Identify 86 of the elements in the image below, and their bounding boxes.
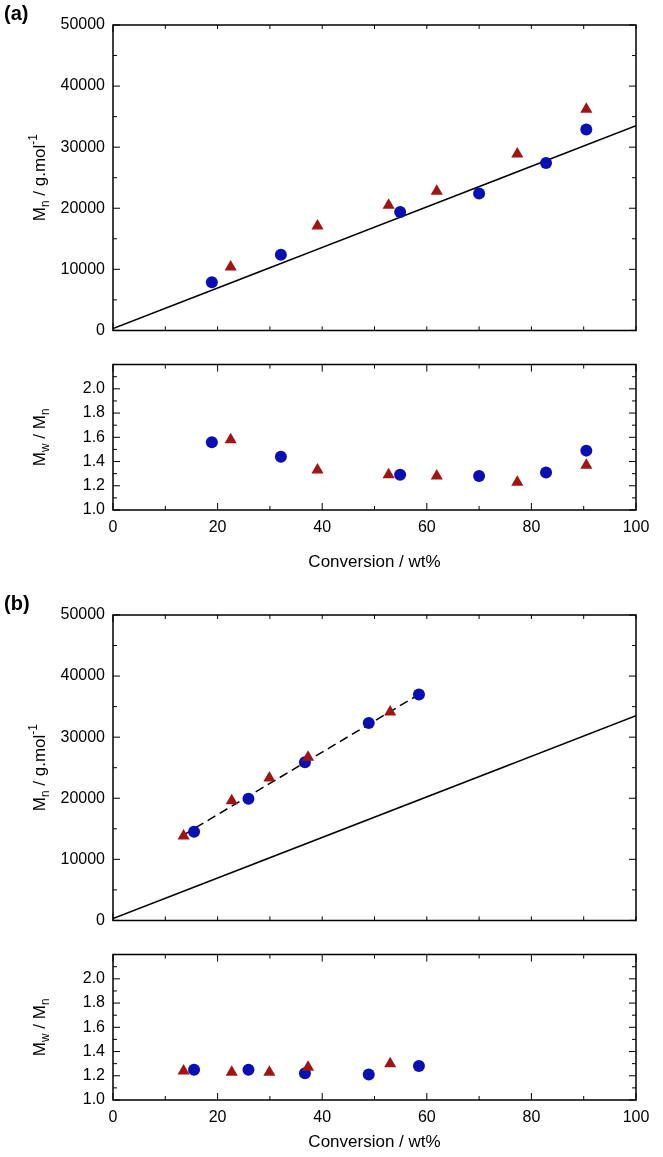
y-tick-label: 1.6	[82, 1017, 106, 1035]
y-tick-label: 10000	[60, 849, 106, 867]
x-tick-label: 20	[208, 1108, 227, 1126]
y-tick-label: 1.8	[82, 993, 106, 1011]
point	[224, 259, 237, 271]
point	[384, 705, 397, 716]
y-tick-label: 40000	[60, 666, 106, 684]
point	[225, 1065, 238, 1076]
point	[511, 146, 524, 158]
x-tick-label: 100	[622, 518, 650, 536]
y-axis-title: Mw / Mn	[29, 408, 53, 467]
y-tick-label: 10000	[60, 259, 106, 277]
point	[473, 470, 486, 483]
y-tick-label: 1.2	[82, 1066, 106, 1084]
x-tick-label: 0	[108, 518, 118, 536]
point	[382, 198, 395, 209]
point	[580, 458, 593, 469]
x-tick-label: 40	[313, 1108, 332, 1126]
point	[205, 436, 218, 449]
point	[177, 1063, 190, 1075]
x-axis-title: Conversion / wt%	[308, 552, 441, 572]
x-tick-label: 40	[313, 518, 332, 536]
y-tick-label: 1.0	[82, 1090, 106, 1108]
point	[242, 792, 255, 805]
y-tick-label: 0	[96, 320, 106, 338]
point	[242, 1063, 255, 1076]
y-tick-label: 1.4	[82, 451, 106, 469]
x-axis-title: Conversion / wt%	[308, 1132, 441, 1152]
y-tick-label: 30000	[60, 727, 106, 745]
y-tick-label: 1.0	[82, 500, 106, 518]
y-tick-label: 1.6	[82, 427, 106, 445]
point	[430, 469, 443, 480]
y-tick-label: 2.0	[82, 969, 106, 987]
y-tick-label: 20000	[60, 198, 106, 216]
point	[511, 475, 524, 486]
y-axis-title: Mn / g.mol-1	[26, 133, 53, 222]
point	[205, 276, 218, 289]
y-tick-label: 50000	[60, 605, 106, 623]
y-tick-label: 40000	[60, 76, 106, 94]
point	[188, 1063, 201, 1076]
point	[177, 829, 190, 840]
y-tick-label: 1.8	[82, 403, 106, 421]
point	[362, 1068, 375, 1081]
point	[430, 184, 443, 195]
point	[394, 205, 407, 218]
chart-title: (b)	[4, 591, 30, 614]
point	[225, 793, 238, 805]
y-tick-label: 1.4	[82, 1041, 106, 1059]
point	[302, 1060, 315, 1071]
point	[263, 1065, 276, 1076]
y-axis-title: Mw / Mn	[29, 998, 53, 1057]
point	[394, 468, 407, 481]
point	[473, 187, 486, 200]
chart-title: (a)	[4, 1, 29, 24]
point	[412, 1060, 425, 1073]
y-tick-label: 1.2	[82, 476, 106, 494]
point	[274, 248, 287, 261]
x-tick-label: 0	[108, 1108, 118, 1126]
point	[382, 467, 395, 479]
point	[362, 717, 375, 730]
point	[263, 771, 276, 782]
point	[311, 218, 324, 230]
point	[540, 466, 553, 479]
x-tick-label: 80	[522, 1108, 541, 1126]
y-tick-label: 0	[96, 910, 106, 928]
y-tick-label: 20000	[60, 788, 106, 806]
point	[188, 825, 201, 838]
point	[412, 688, 425, 701]
point	[384, 1056, 397, 1068]
point	[224, 432, 237, 444]
point	[302, 750, 315, 761]
y-axis-title: Mn / g.mol-1	[26, 723, 53, 812]
y-tick-label: 2.0	[82, 379, 106, 397]
point	[274, 450, 287, 463]
x-tick-label: 20	[208, 518, 227, 536]
x-tick-label: 60	[417, 1108, 436, 1126]
point	[540, 157, 553, 170]
y-tick-label: 30000	[60, 137, 106, 155]
x-tick-label: 60	[417, 518, 436, 536]
point	[311, 463, 324, 474]
point	[580, 444, 593, 457]
x-tick-label: 100	[622, 1108, 650, 1126]
point	[580, 102, 593, 113]
y-tick-label: 50000	[60, 15, 106, 33]
x-tick-label: 80	[522, 518, 541, 536]
point	[580, 123, 593, 136]
